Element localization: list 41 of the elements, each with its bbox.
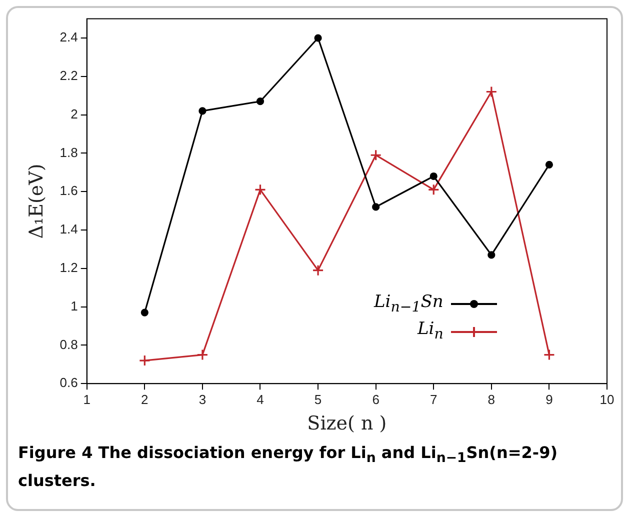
x-tick-label: 9 [546,392,553,407]
x-tick-label: 1 [83,392,90,407]
point [545,160,554,169]
point [543,349,556,361]
point [488,251,496,259]
x-axis-title: Size( n ) [307,412,387,435]
point [428,184,440,196]
point [138,354,150,366]
legend-label: Li$_{n}$ [417,318,444,344]
point [372,203,380,211]
x-tick-label: 7 [430,392,438,407]
y-tick-label: 1.8 [60,144,78,160]
x-tick-label: 2 [141,392,148,407]
point [486,86,498,98]
point [312,264,324,276]
point [198,107,206,115]
x-tick-label: 8 [488,392,496,407]
point [254,184,266,196]
y-tick-label: 2.2 [60,68,78,83]
x-tick-label: 3 [198,392,206,407]
point [256,98,264,106]
text: Figure 4 The dissociation energy for Li$_{n}$ and Li$_{n−1}$Sn(n=2-9) clusters. [18,443,558,490]
x-tick-label: 6 [372,392,380,407]
point [140,308,148,316]
y-axis-title: Δ₁E(eV) [25,164,48,239]
y-tick-label: 0.8 [60,336,78,352]
x-tick-label: 10 [600,392,614,407]
y-tick-label: 2.4 [60,30,78,45]
point [196,349,208,361]
y-tick-label: 1 [70,298,78,314]
point [314,34,322,42]
y-tick-label: 1.6 [60,183,78,198]
y-tick-label: 0.6 [60,375,78,390]
y-tick-label: 1.4 [60,222,78,237]
point [430,172,438,180]
legend-label: Li$_{n−1}$Sn [374,290,444,317]
x-tick-label: 5 [314,392,322,407]
y-tick-label: 1.2 [60,260,78,275]
x-tick-label: 4 [256,392,264,407]
point [370,149,382,161]
y-tick-label: 2 [70,106,78,122]
